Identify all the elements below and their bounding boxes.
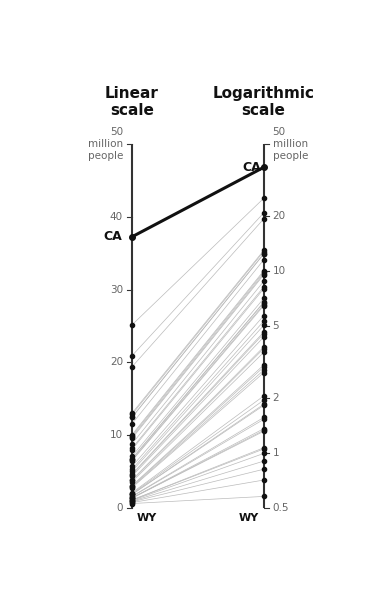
Text: 20: 20 <box>273 211 286 221</box>
Text: 10: 10 <box>110 430 123 440</box>
Text: 0.5: 0.5 <box>273 503 289 513</box>
Text: 10: 10 <box>273 266 286 276</box>
Text: CA: CA <box>103 230 122 243</box>
Text: 40: 40 <box>110 212 123 222</box>
Text: WY: WY <box>137 513 157 523</box>
Text: WY: WY <box>239 513 259 523</box>
Text: 2: 2 <box>273 393 279 403</box>
Text: 30: 30 <box>110 284 123 295</box>
Text: 50
million
people: 50 million people <box>273 127 308 161</box>
Text: 20: 20 <box>110 357 123 367</box>
Text: 0: 0 <box>117 503 123 513</box>
Text: Logarithmic
scale: Logarithmic scale <box>213 86 315 118</box>
Text: Linear
scale: Linear scale <box>105 86 159 118</box>
Text: 5: 5 <box>273 321 279 331</box>
Text: 1: 1 <box>273 448 279 458</box>
Text: 50
million
people: 50 million people <box>88 127 123 161</box>
Text: CA: CA <box>242 161 261 174</box>
